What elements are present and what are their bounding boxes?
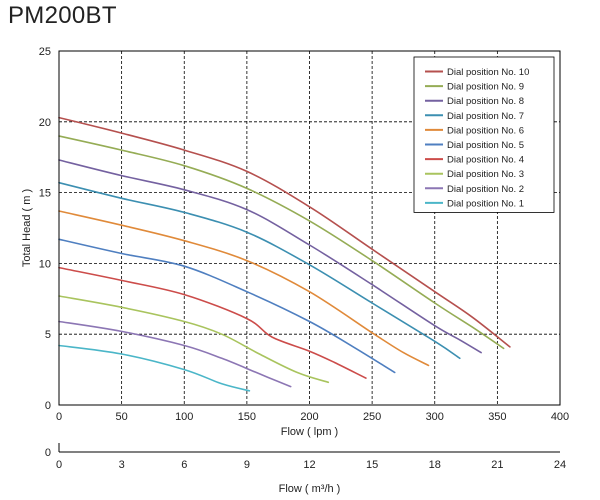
x-axis-label: Flow ( lpm ) xyxy=(281,426,338,438)
x-tick-label: 400 xyxy=(551,411,569,423)
legend-box xyxy=(413,56,555,213)
secondary-x-tick-label: 6 xyxy=(181,459,187,471)
legend-entry: Dial position No. 2 xyxy=(447,184,524,195)
legend-entry: Dial position No. 7 xyxy=(447,111,524,122)
legend-entry: Dial position No. 9 xyxy=(447,82,524,93)
y-tick-label: 5 xyxy=(45,329,51,341)
x-tick-label: 0 xyxy=(56,411,62,423)
legend-entry: Dial position No. 1 xyxy=(447,198,524,209)
legend-entry: Dial position No. 5 xyxy=(447,140,524,151)
plot-frame xyxy=(58,50,561,406)
legend-entry: Dial position No. 10 xyxy=(447,67,529,78)
secondary-x-tick-label: 12 xyxy=(303,459,315,471)
secondary-x-axis-label: Flow ( m³/h ) xyxy=(279,483,341,495)
page-title: PM200BT xyxy=(8,2,117,29)
x-tick-label: 250 xyxy=(363,411,381,423)
legend: Dial position No. 10 Dial position No. 9 D… xyxy=(413,56,555,213)
x-tick-label: 50 xyxy=(116,411,128,423)
secondary-x-tick-label: 18 xyxy=(429,459,441,471)
y-tick-label: 15 xyxy=(39,188,51,200)
series-line xyxy=(58,210,430,367)
secondary-x-tick-label: 3 xyxy=(119,459,125,471)
secondary-x-tick-label: 0 xyxy=(56,459,62,471)
series-lines xyxy=(58,116,511,392)
y-tick-label: 0 xyxy=(45,400,51,412)
series-line xyxy=(58,295,330,384)
legend-entry: Dial position No. 6 xyxy=(447,125,524,136)
secondary-y-tick-label: 0 xyxy=(45,447,51,459)
series-line xyxy=(58,135,505,350)
primary-axis-ticks: 0 50 100 150 200 250 300 350 400 0 5 10 15 20 25 xyxy=(39,46,569,423)
x-tick-label: 300 xyxy=(426,411,444,423)
series-line xyxy=(58,116,511,348)
series-line xyxy=(58,344,251,392)
legend-entry: Dial position No. 4 xyxy=(447,155,524,166)
series-line xyxy=(58,266,367,379)
secondary-x-tick-label: 9 xyxy=(244,459,250,471)
secondary-x-tick-label: 21 xyxy=(491,459,503,471)
secondary-axis: 0 3 6 9 12 15 18 21 24 0 xyxy=(45,443,566,471)
y-tick-label: 20 xyxy=(39,117,51,129)
series-line xyxy=(58,181,461,360)
legend-entry: Dial position No. 3 xyxy=(447,169,524,180)
x-tick-label: 350 xyxy=(488,411,506,423)
x-tick-label: 150 xyxy=(238,411,256,423)
y-tick-label: 25 xyxy=(39,46,51,58)
legend-entry: Dial position No. 8 xyxy=(447,96,524,107)
x-tick-label: 200 xyxy=(300,411,318,423)
series-line xyxy=(58,238,396,374)
x-tick-label: 100 xyxy=(175,411,193,423)
secondary-x-tick-label: 15 xyxy=(366,459,378,471)
series-line xyxy=(58,159,482,354)
secondary-x-tick-label: 24 xyxy=(554,459,566,471)
y-axis-label: Total Head ( m ) xyxy=(21,189,33,267)
y-tick-label: 10 xyxy=(39,258,51,270)
series-line xyxy=(58,320,292,388)
